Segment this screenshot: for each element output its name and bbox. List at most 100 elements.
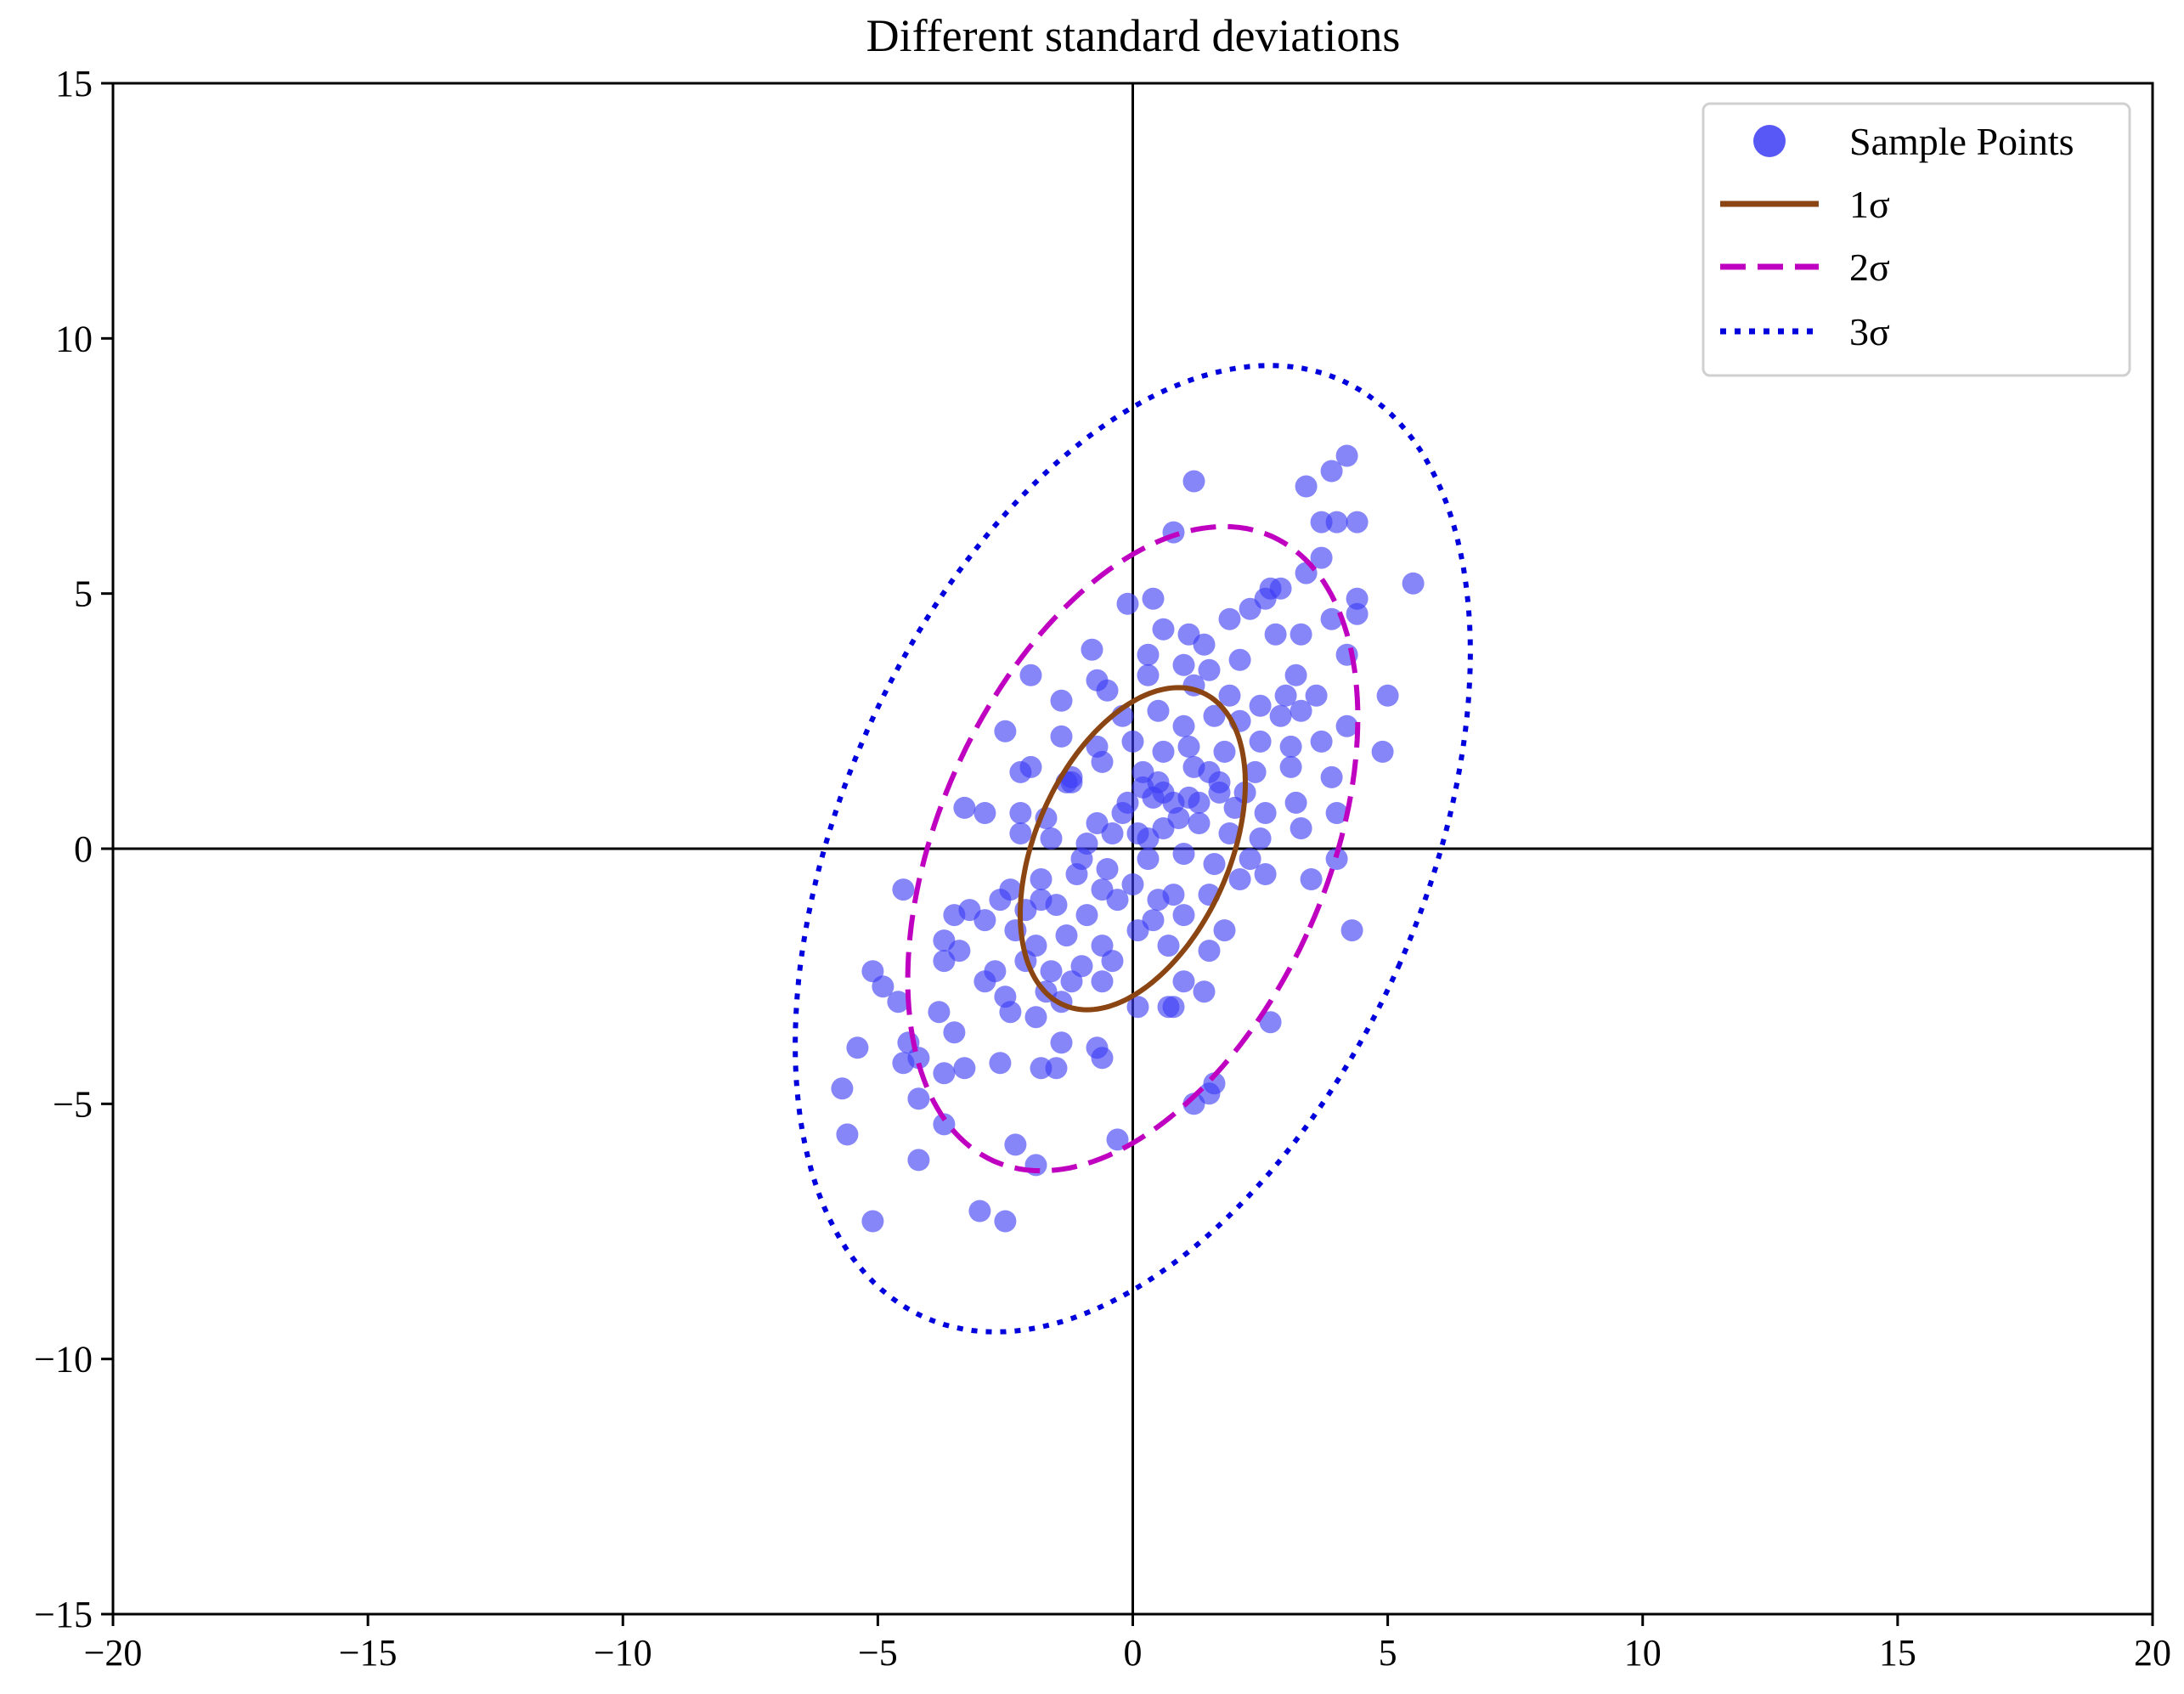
sample-point [1177,735,1200,758]
sample-point [1121,873,1144,895]
sample-point [1254,863,1277,885]
x-tick-label: −15 [339,1632,398,1674]
sample-point [1172,843,1195,865]
sample-point [1137,643,1160,666]
sample-point [1193,980,1216,1003]
sample-point [907,1087,930,1110]
sample-point [1172,904,1195,927]
sample-point [1182,470,1205,493]
sample-point [953,1057,976,1080]
sample-point [1137,848,1160,870]
sample-point [1070,848,1093,870]
y-axis-ticks: −15 −10 −5 0 5 10 15 [34,63,113,1635]
sample-point [1152,618,1175,641]
sample-point [1320,607,1343,630]
sample-point [846,1036,869,1059]
sample-point [831,1077,854,1100]
sample-point [1279,735,1302,758]
sample-point [1198,760,1221,783]
sample-point [973,909,996,932]
x-tick-label: 5 [1379,1632,1397,1674]
sample-point [1346,511,1369,534]
sample-point [1075,904,1098,927]
x-tick-label: 10 [1624,1632,1662,1674]
sample-point [1126,919,1149,942]
sample-point [1305,684,1328,707]
sample-point [1218,607,1241,630]
sample-point [1208,781,1231,804]
sample-point [1121,730,1144,753]
sample-point [1213,919,1236,942]
legend-label-sample-points: Sample Points [1849,120,2074,163]
sample-point [1050,689,1073,712]
sample-point [887,991,910,1014]
sample-point [1274,684,1297,707]
sample-point [1269,704,1292,727]
sample-point [1310,511,1333,534]
sample-point [1060,970,1083,993]
sample-point [1198,658,1221,681]
sample-point [999,1001,1022,1024]
sample-point [933,1113,956,1136]
sample-point [1310,546,1333,569]
sample-point [1300,868,1323,890]
legend-label-1sigma: 1σ [1849,183,1890,226]
sample-point [1320,460,1343,483]
sample-point [1055,924,1078,947]
sample-point [861,1210,884,1233]
sample-point [1228,868,1251,890]
sample-point [1050,1031,1073,1054]
sample-point [1142,587,1165,610]
chart-title: Different standard deviations [866,10,1401,61]
sample-point [1325,511,1348,534]
sample-point [1106,1128,1129,1151]
sample-point [1172,653,1195,676]
sample-point [973,970,996,993]
x-tick-label: 15 [1879,1632,1916,1674]
sample-point [1091,750,1114,773]
sample-point [1101,950,1124,973]
sample-point [948,940,971,963]
sample-point [1284,791,1307,814]
sample-point [1218,684,1241,707]
sample-point [1244,760,1267,783]
sample-point [1279,755,1302,778]
sample-point [1188,812,1211,834]
sample-point [1137,827,1160,850]
sample-point [1325,802,1348,824]
y-tick-label: −15 [34,1594,93,1635]
sample-point [968,1200,991,1223]
sigma-ellipses [793,363,1473,1335]
y-tick-label: 10 [55,318,93,359]
sample-point [1009,822,1032,844]
sample-point [973,802,996,824]
sample-point [1116,592,1139,615]
sample-point [1137,663,1160,686]
x-tick-label: −5 [858,1632,898,1674]
sample-point [1371,740,1394,763]
sample-point [1284,663,1307,686]
x-axis-ticks: −20 −15 −10 −5 0 5 10 15 20 [84,1614,2171,1674]
sample-points [831,444,1425,1233]
ellipse-3sigma [793,363,1473,1335]
sample-point [1264,623,1287,646]
sample-point [1335,714,1358,737]
sample-point [1228,648,1251,671]
sample-point [1254,802,1277,824]
y-tick-label: −5 [53,1083,93,1125]
sample-point [1111,802,1134,824]
sample-point [1203,853,1226,875]
sample-point [1091,970,1114,993]
sample-point [1101,822,1124,844]
sample-point [907,1047,930,1070]
sample-point [1091,1047,1114,1070]
sample-point [1019,663,1042,686]
sample-point [933,1062,956,1085]
sample-point [1335,444,1358,467]
sample-point [907,1149,930,1172]
sample-point [1249,827,1272,850]
sample-point [1325,848,1348,870]
sample-point [1009,802,1032,824]
sample-point [1147,699,1170,722]
sample-point [1024,1006,1047,1029]
